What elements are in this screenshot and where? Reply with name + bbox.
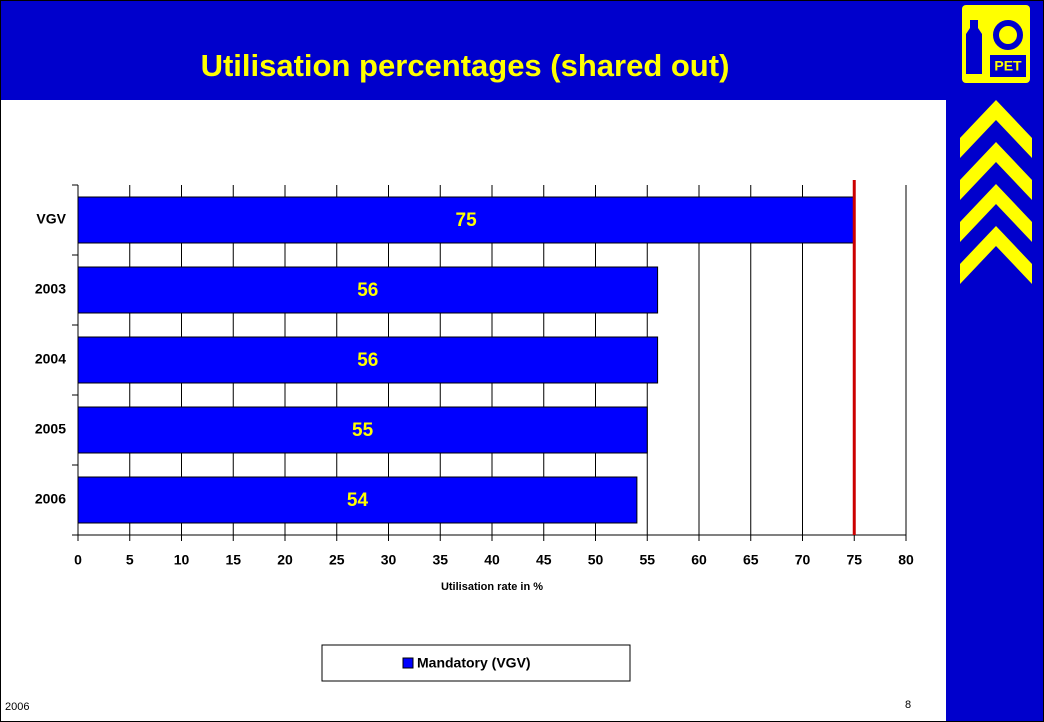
legend-label: Mandatory (VGV) xyxy=(417,655,531,671)
x-tick-label: 35 xyxy=(432,552,448,568)
chevrons xyxy=(960,100,1032,284)
x-tick-label: 60 xyxy=(691,552,707,568)
x-tick-label: 30 xyxy=(381,552,397,568)
x-tick-label: 80 xyxy=(898,552,914,568)
data-label: 54 xyxy=(347,490,369,511)
x-tick-label: 55 xyxy=(639,552,655,568)
bar xyxy=(77,476,638,524)
x-tick-label: 50 xyxy=(588,552,604,568)
x-tick-label: 75 xyxy=(846,552,862,568)
x-tick-label: 65 xyxy=(743,552,759,568)
data-label: 56 xyxy=(357,280,378,301)
chart-title: Utilisation percentages (shared out) xyxy=(201,48,730,83)
data-label: 75 xyxy=(456,210,478,231)
x-tick-label: 45 xyxy=(536,552,552,568)
bar xyxy=(77,336,659,384)
x-tick-label: 10 xyxy=(174,552,190,568)
logo-text: PET xyxy=(994,58,1022,74)
logo-label-box xyxy=(990,55,1026,77)
bar xyxy=(77,266,659,314)
y-tick-label: 2003 xyxy=(35,281,66,297)
chevron xyxy=(960,142,1032,200)
footer-date: 2006 xyxy=(5,701,29,713)
legend-box xyxy=(321,644,631,682)
x-tick-label: 20 xyxy=(277,552,293,568)
y-tick-label: 2005 xyxy=(35,421,66,437)
logo: PET xyxy=(962,5,1030,83)
chevron xyxy=(960,226,1032,284)
x-tick-label: 40 xyxy=(484,552,500,568)
header-band xyxy=(0,0,946,100)
y-tick-label: VGV xyxy=(36,211,66,227)
y-tick-label: 2006 xyxy=(35,491,66,507)
y-tick-label: 2004 xyxy=(35,351,66,367)
logo-arrow xyxy=(993,20,1023,50)
x-tick-label: 25 xyxy=(329,552,345,568)
x-tick-label: 70 xyxy=(795,552,811,568)
x-axis-label: Utilisation rate in % xyxy=(441,581,543,593)
data-label: 56 xyxy=(357,350,378,371)
page-number: 8 xyxy=(905,699,911,711)
data-label: 55 xyxy=(352,420,374,441)
logo-bottle xyxy=(966,20,982,74)
chevron xyxy=(960,100,1032,158)
bar xyxy=(77,406,648,454)
bar xyxy=(77,196,855,244)
chevron xyxy=(960,184,1032,242)
legend-swatch xyxy=(402,657,414,669)
x-tick-label: 0 xyxy=(74,552,82,568)
x-tick-label: 15 xyxy=(225,552,241,568)
x-tick-label: 5 xyxy=(126,552,134,568)
